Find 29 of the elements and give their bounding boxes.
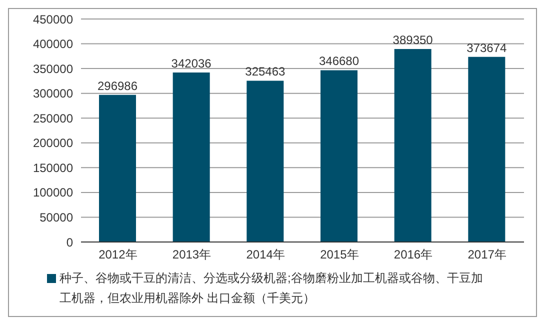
y-tick-label: 50000 [40,210,74,224]
bar [99,94,136,242]
x-tick-label: 2017年 [468,248,506,262]
y-tick-label: 300000 [32,86,74,101]
data-label: 325463 [245,64,286,79]
data-label: 342036 [171,56,212,70]
x-tick-label: 2014年 [246,248,285,262]
y-tick-label: 450000 [32,12,74,26]
x-tick-label: 2015年 [320,248,359,262]
bar [172,72,210,242]
bar [468,56,506,242]
y-tick-label: 0 [66,235,74,250]
legend-label: 种子、谷物或干豆的清洁、分选或分级机器;谷物磨粉业加工机器或谷物、干豆加工机器，但农业用机器除外 出口金额（千美元） [60,270,484,307]
bar [320,70,358,242]
bar [246,80,284,242]
x-tick-label: 2012年 [98,248,138,262]
data-label: 346680 [318,54,360,68]
x-tick-label: 2016年 [394,248,433,262]
data-label: 373674 [466,40,508,55]
bar [394,49,432,242]
y-tick-label: 250000 [32,111,74,126]
y-tick-label: 400000 [32,37,74,52]
y-tick-label: 200000 [32,136,74,150]
y-tick-label: 350000 [32,62,74,76]
data-label: 296986 [97,78,138,93]
y-tick-label: 150000 [32,160,74,175]
y-tick-label: 100000 [32,186,74,200]
x-tick-label: 2013年 [172,248,212,262]
data-label: 389350 [392,33,434,48]
